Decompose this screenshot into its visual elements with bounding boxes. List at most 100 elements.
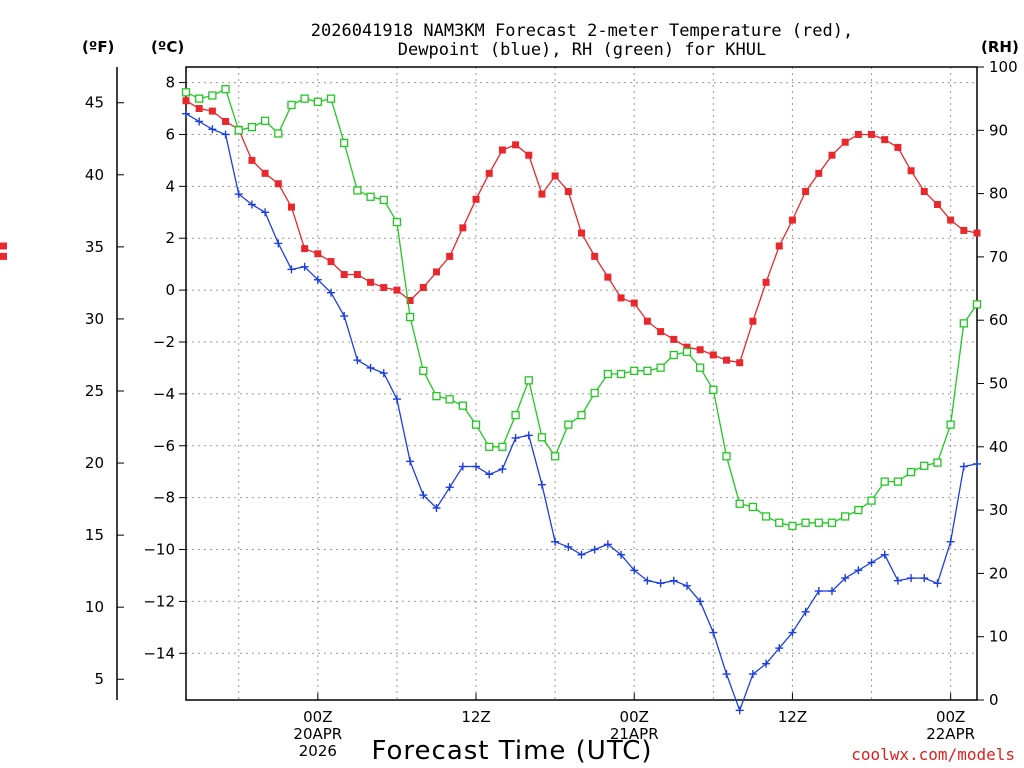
data-point xyxy=(630,566,639,575)
data-point xyxy=(313,275,322,284)
data-point xyxy=(564,542,573,551)
data-point xyxy=(406,457,415,466)
data-point xyxy=(195,105,203,113)
data-point xyxy=(604,273,612,281)
data-point xyxy=(736,359,744,367)
data-point xyxy=(511,410,520,420)
celsius-tick-label: 6 xyxy=(165,125,175,143)
data-point xyxy=(881,136,889,144)
data-point xyxy=(827,587,836,596)
celsius-tick-label: −6 xyxy=(153,437,175,455)
x-tick-label: 12Z xyxy=(778,708,807,726)
data-point xyxy=(814,587,823,596)
x-tick-label: 00Z xyxy=(303,708,332,726)
data-point xyxy=(788,216,796,224)
data-point xyxy=(920,188,928,196)
data-point xyxy=(630,299,638,307)
chart-title-line-1: 2026041918 NAM3KM Forecast 2-meter Tempe… xyxy=(311,21,853,41)
data-point xyxy=(946,420,955,429)
celsius-tick-label: −4 xyxy=(153,385,175,403)
x-tick-label: 22APR xyxy=(926,725,975,743)
data-point xyxy=(314,250,322,258)
rh-tick-label: 90 xyxy=(989,121,1008,139)
data-point xyxy=(973,229,981,237)
data-point xyxy=(907,167,915,175)
data-point xyxy=(854,566,863,575)
data-point xyxy=(340,138,349,148)
celsius-tick-label: −2 xyxy=(153,333,175,351)
data-point xyxy=(723,356,731,364)
celsius-tick-label: 4 xyxy=(165,177,175,195)
fahrenheit-tick-label: 30 xyxy=(85,310,104,328)
data-point xyxy=(801,607,810,616)
rh-unit-label: (RH) xyxy=(981,38,1019,56)
series-2-meter-temperature xyxy=(0,97,981,367)
data-point xyxy=(485,442,494,451)
data-point xyxy=(498,146,506,154)
data-point xyxy=(827,518,837,527)
fahrenheit-tick-label: 25 xyxy=(85,382,104,400)
data-point xyxy=(841,138,849,146)
data-point xyxy=(181,88,191,97)
data-point xyxy=(696,346,704,354)
data-point xyxy=(656,579,665,588)
data-point xyxy=(472,195,480,203)
data-point xyxy=(775,644,784,653)
data-point xyxy=(933,200,941,208)
data-point xyxy=(432,392,441,401)
data-point xyxy=(761,512,771,521)
data-point xyxy=(353,356,362,365)
series-dewpoint xyxy=(182,109,981,715)
data-point xyxy=(735,706,744,715)
data-point xyxy=(906,467,916,477)
data-point xyxy=(617,550,626,559)
axes xyxy=(116,66,984,701)
data-point xyxy=(868,130,876,138)
data-point xyxy=(603,369,613,379)
series-relative-humidity xyxy=(181,85,982,531)
fahrenheit-tick-label: 15 xyxy=(85,526,104,544)
data-point xyxy=(195,94,204,103)
data-point xyxy=(274,239,283,248)
data-point xyxy=(802,188,810,196)
data-point xyxy=(524,376,533,385)
data-point xyxy=(182,109,190,118)
data-point xyxy=(801,518,810,527)
data-point xyxy=(406,296,414,304)
data-point xyxy=(551,172,559,180)
data-point xyxy=(419,366,428,375)
data-point xyxy=(828,151,836,159)
data-point xyxy=(867,558,876,567)
data-point xyxy=(498,442,507,451)
data-point xyxy=(656,363,665,372)
data-point xyxy=(564,188,572,196)
data-point xyxy=(775,518,784,527)
rh-tick-label: 40 xyxy=(989,438,1008,456)
x-tick-label: 12Z xyxy=(461,708,490,726)
data-point xyxy=(762,659,771,668)
celsius-tick-label: −12 xyxy=(143,592,175,610)
rh-tick-label: 20 xyxy=(989,564,1008,582)
fahrenheit-tick-label: 40 xyxy=(85,166,104,184)
data-point xyxy=(524,431,533,440)
data-point xyxy=(182,97,190,105)
data-point xyxy=(933,458,942,467)
celsius-tick-label: 2 xyxy=(165,229,175,247)
data-point xyxy=(670,335,678,343)
data-point xyxy=(854,505,863,515)
x-tick-label: 00Z xyxy=(620,708,649,726)
data-point xyxy=(300,94,309,103)
data-point xyxy=(445,483,454,492)
data-point xyxy=(458,462,467,471)
data-point xyxy=(947,216,955,224)
rh-tick-label: 60 xyxy=(989,311,1008,329)
data-point xyxy=(208,91,217,100)
data-point xyxy=(234,190,243,199)
data-point xyxy=(485,169,493,177)
celsius-tick-label: −10 xyxy=(143,541,175,559)
data-point xyxy=(0,242,7,250)
data-point xyxy=(722,670,731,679)
data-point xyxy=(564,420,573,429)
data-point xyxy=(208,107,216,115)
data-point xyxy=(538,190,546,198)
